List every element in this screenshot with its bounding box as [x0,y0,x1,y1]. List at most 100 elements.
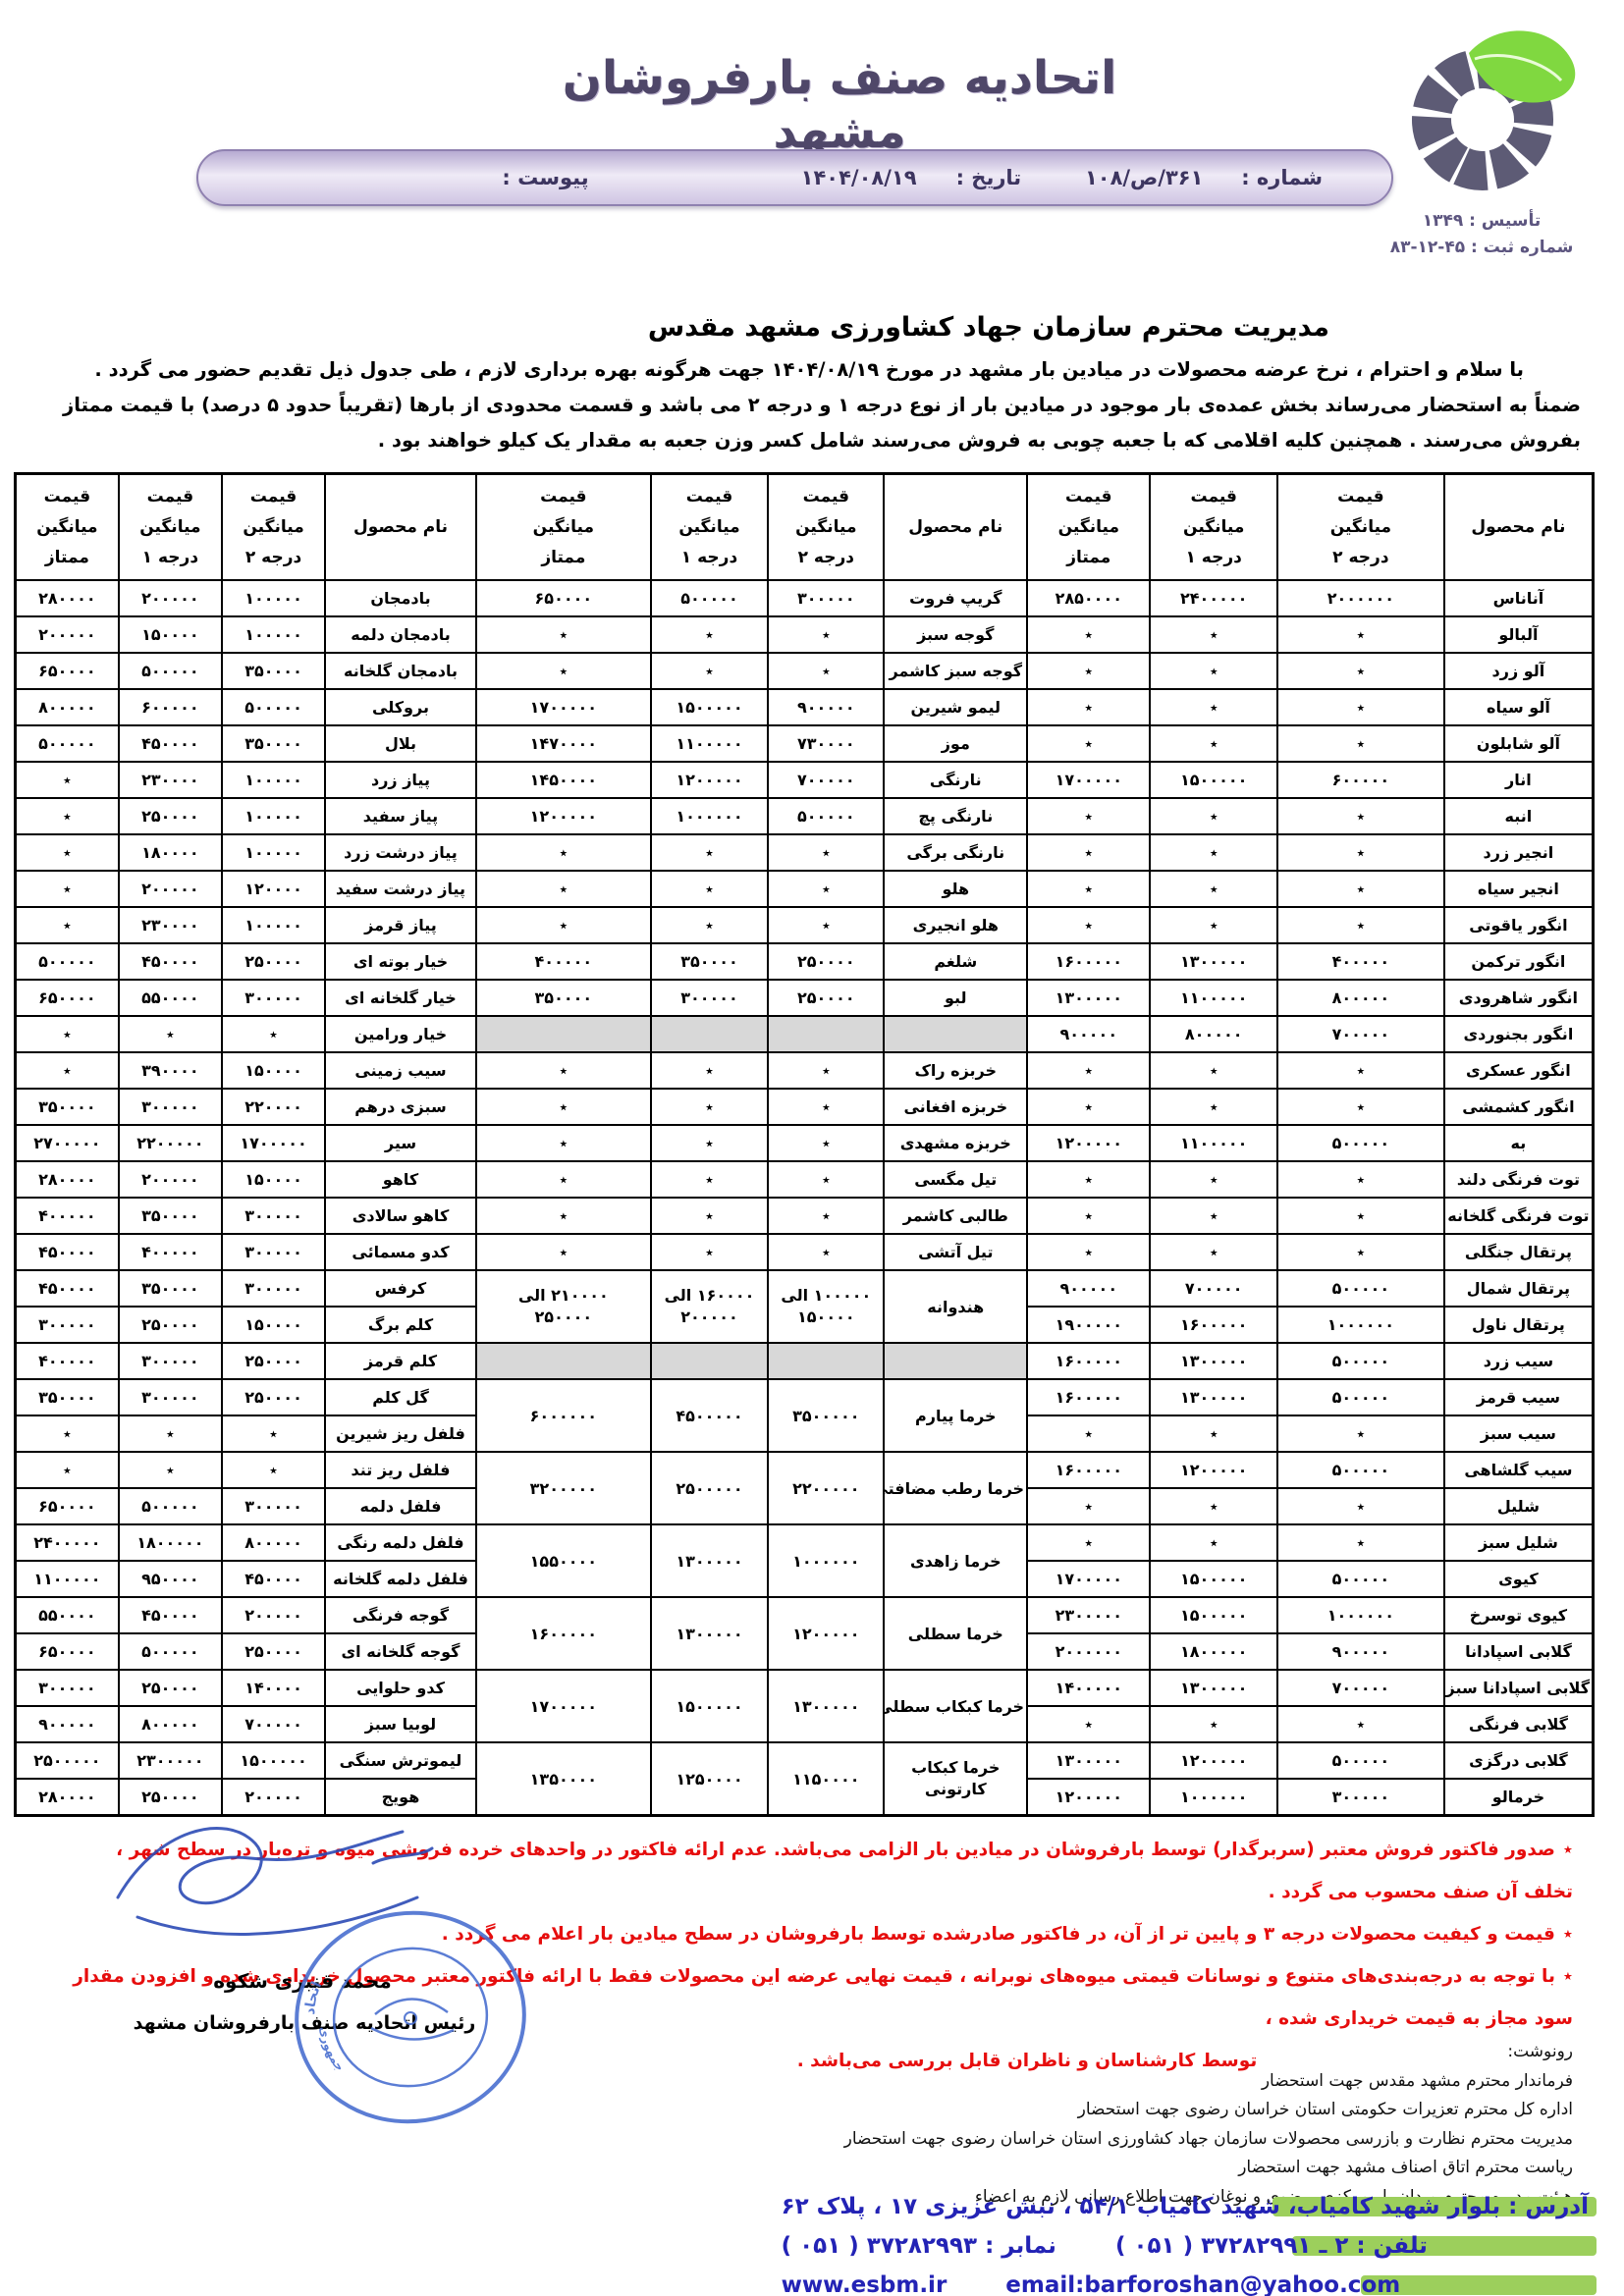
price-grade2-cell: ٭ [767,1051,886,1090]
price-premium-cell: ٭ [474,652,652,690]
price-premium-cell: ۳۵۰۰۰۰ [14,1378,120,1416]
price-premium-cell: ۱۷۰۰۰۰۰ [474,688,652,726]
price-premium-cell: ۶۵۰۰۰۰ [14,979,120,1017]
price-grade2-cell: ٭ [767,870,886,908]
price-premium-cell: ٭ [14,1415,120,1453]
product-name-cell: خیار بوته ای [324,942,477,981]
price-premium-cell: ۲۷۰۰۰۰۰ [14,1124,120,1162]
price-grade2-cell: ۵۰۰۰۰۰ [1275,1451,1445,1489]
price-premium-cell: ۳۵۰۰۰۰ [474,979,652,1017]
price-grade2-cell: ۱۰۰۰۰۰ [220,797,327,835]
price-grade1-cell: ۲۴۰۰۰۰۰ [1149,579,1278,617]
website-link[interactable]: www.esbm.ir [781,2272,947,2296]
price-grade2-cell: ۱۰۰۰۰۰ [220,615,327,654]
product-name-cell: بادمجان دلمه [324,615,477,654]
letter-body-line3: بفروش می‌رسند . همچنین کلیه اقلامی که با… [377,429,1581,452]
empty-gray-cell [883,1015,1029,1053]
cc-item: فرماندار محترم مشهد مقدس جهت استحضار [1261,2070,1573,2091]
price-premium-cell: ۱۴۷۰۰۰۰ [474,724,652,763]
price-premium-cell: ٭ [1026,724,1152,763]
note-3-continued: توسط کارشناسان و ناظران قابل بررسی می‌با… [796,2051,1258,2071]
price-grade2-cell: ۲۵۰۰۰۰ [767,979,886,1017]
price-grade1-cell: ۱۸۰۰۰۰۰ [117,1523,223,1562]
price-premium-cell: ۲۸۰۰۰۰ [14,1778,120,1817]
price-grade2-cell: ٭ [1275,1088,1445,1126]
price-grade2-cell: ۵۰۰۰۰۰ [1275,1560,1445,1598]
price-grade1-cell: ۵۰۰۰۰۰ [117,652,223,690]
price-table-body: آناناس ۲۰۰۰۰۰۰ ۲۴۰۰۰۰۰ ۲۸۵۰۰۰۰ گریپ فروت ۳۰۰۰… [14,579,1595,1817]
price-premium-cell: ۵۵۰۰۰۰ [14,1596,120,1634]
product-name-cell: کرفس [324,1269,477,1308]
product-name-cell: انگور یاقوتی [1442,906,1595,944]
column-header-price-grade1: قیمت میانگین درجه ۱ [1149,472,1278,581]
price-grade2-cell: ۱۵۰۰۰۰۰ [220,1741,327,1780]
product-name-cell: سیب گلشاهی [1442,1451,1595,1489]
price-premium-cell: ۱۶۰۰۰۰۰ [1026,942,1152,981]
column-header-price-grade1: قیمت میانگین درجه ۱ [117,472,223,581]
price-grade2-cell: ٭ [767,833,886,872]
price-grade1-cell: ۱۲۰۰۰۰۰ [1149,1741,1278,1780]
price-premium-cell: ۱۷۰۰۰۰۰ [1026,1560,1152,1598]
table-row: شلیل ٭ ٭ ٭ فلفل دلمه ۳۰۰۰۰۰ ۵۰۰۰۰۰ ۶۵۰۰۰۰ [14,1487,1595,1525]
product-name-cell: خرما پیارم [883,1378,1029,1453]
product-name-cell: آناناس [1442,579,1595,617]
letter-body-line2: ضمناً به استحضار می‌رساند بخش عمده‌ی بار… [63,394,1581,416]
empty-gray-cell [649,1015,770,1053]
price-premium-cell: ٭ [474,906,652,944]
registration-line: شماره ثبت : ۴۵-۱۲-۸۳ [1389,238,1574,257]
price-premium-cell: ٭ [1026,1487,1152,1525]
table-row: پرتقال شمال ۵۰۰۰۰۰ ۷۰۰۰۰۰ ۹۰۰۰۰۰ هندوانه ۱۰۰۰… [14,1269,1595,1344]
price-premium-cell: ٭ [1026,906,1152,944]
price-grade1-cell: ۵۰۰۰۰۰ [649,579,770,617]
price-grade2-cell: ۴۰۰۰۰۰ [1275,942,1445,981]
product-name-cell: شلیل [1442,1487,1595,1525]
price-grade2-cell: ٭ [767,1124,886,1162]
price-grade2-cell: ٭ [1275,1233,1445,1271]
price-grade2-cell: ۲۵۰۰۰۰ [767,942,886,981]
price-premium-cell: ٭ [474,1160,652,1199]
price-grade1-cell: ۱۶۰۰۰۰۰ [1149,1306,1278,1344]
table-row: آناناس ۲۰۰۰۰۰۰ ۲۴۰۰۰۰۰ ۲۸۵۰۰۰۰ گریپ فروت ۳۰۰۰… [14,579,1595,617]
column-header-product-name: نام محصول [324,472,477,581]
price-grade2-cell: ۳۰۰۰۰۰ [1275,1778,1445,1817]
price-premium-cell: ۹۰۰۰۰۰ [1026,1269,1152,1308]
price-grade2-cell: ۷۰۰۰۰۰ [1275,1015,1445,1053]
price-grade1-cell: ٭ [649,906,770,944]
price-grade2-cell: ٭ [767,615,886,654]
letter-date-field: تاریخ : ۱۴۰۴/۰۸/۱۹ [776,166,1022,189]
price-premium-cell: ۳۲۰۰۰۰۰ [474,1451,652,1525]
price-premium-cell: ٭ [14,1015,120,1053]
product-name-cell: پرتقال شمال [1442,1269,1595,1308]
price-grade1-cell: ٭ [649,1197,770,1235]
price-grade1-cell: ۱۳۰۰۰۰۰ [1149,942,1278,981]
price-grade1-cell: ۳۰۰۰۰۰ [117,1342,223,1380]
product-name-cell: لوبیا سبز [324,1705,477,1743]
price-premium-cell: ٭ [474,615,652,654]
price-premium-cell: ۳۰۰۰۰۰ [14,1306,120,1344]
signatory-role: رئیس اتحادیه صنف بارفروشان مشهد [133,2012,476,2034]
price-grade1-cell: ٭ [649,833,770,872]
price-grade1-cell: ۹۵۰۰۰۰ [117,1560,223,1598]
product-name-cell: کیوی [1442,1560,1595,1598]
price-grade2-cell: ۴۵۰۰۰۰ [220,1560,327,1598]
price-grade2-cell: ۲۰۰۰۰۰ [220,1778,327,1817]
price-grade1-cell: ٭ [1149,1088,1278,1126]
product-name-cell: گلابی درگزی [1442,1741,1595,1780]
price-premium-cell: ۱۲۰۰۰۰۰ [474,797,652,835]
price-grade2-cell: ۱۰۰۰۰۰ [220,906,327,944]
table-row: پرتقال ناول ۱۰۰۰۰۰۰ ۱۶۰۰۰۰۰ ۱۹۰۰۰۰۰ کلم برگ ۱… [14,1306,1595,1344]
price-premium-cell: ۳۵۰۰۰۰ [14,1088,120,1126]
email-text[interactable]: email:barforoshan@yahoo.com [1005,2272,1401,2296]
price-grade2-cell: ۳۰۰۰۰۰ [220,1269,327,1308]
price-grade2-cell: ۳۰۰۰۰۰ [220,1233,327,1271]
price-grade1-cell: ۱۲۵۰۰۰۰ [649,1741,770,1817]
price-grade1-cell: ۸۰۰۰۰۰ [1149,1015,1278,1053]
product-name-cell: سیب سبز [1442,1415,1595,1453]
price-premium-cell: ٭ [474,1233,652,1271]
price-premium-cell: ٭ [1026,1197,1152,1235]
product-name-cell: کلم برگ [324,1306,477,1344]
price-grade1-cell: ۳۰۰۰۰۰ [649,979,770,1017]
product-name-cell: آلو سیاه [1442,688,1595,726]
price-premium-cell: ۲۰۰۰۰۰ [14,615,120,654]
price-premium-cell: ۲۸۰۰۰۰ [14,579,120,617]
